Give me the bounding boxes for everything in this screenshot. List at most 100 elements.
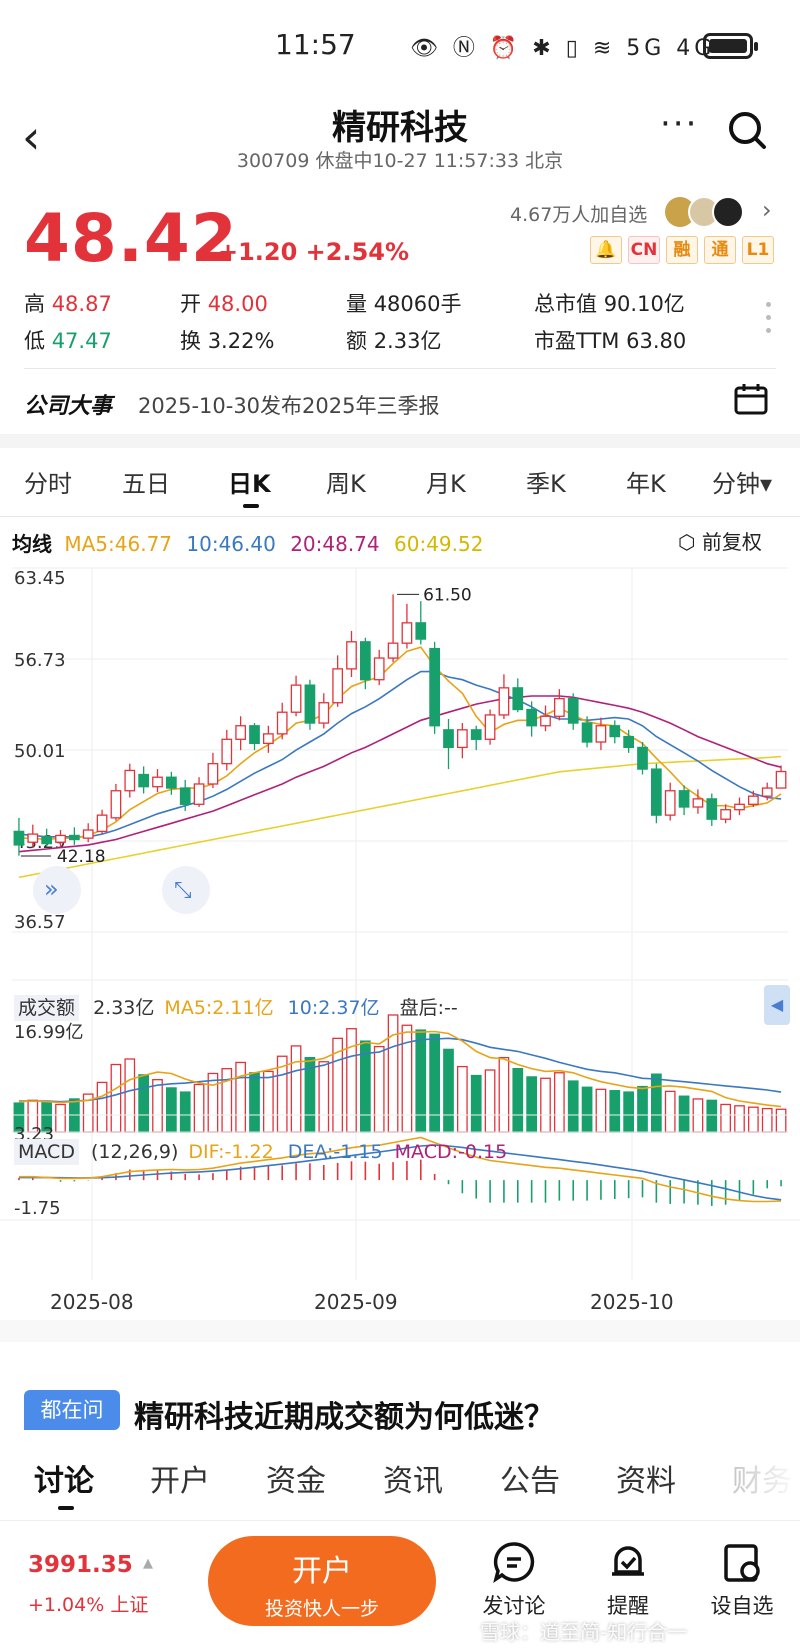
tab-funds[interactable]: 资金 <box>266 1464 326 1499</box>
volume-bar <box>110 1063 122 1133</box>
ask-question[interactable]: 精研科技近期成交额为何低迷？ <box>134 1400 554 1435</box>
candle <box>540 715 551 727</box>
stat-open: 开 48.00 <box>180 292 268 316</box>
post-discussion-button[interactable]: 发讨论 <box>474 1540 554 1620</box>
candle <box>152 776 163 788</box>
tab-news[interactable]: 资讯 <box>383 1464 443 1499</box>
volume-bar <box>138 1074 150 1133</box>
open-account-button[interactable]: 开户 投资快人一步 <box>208 1536 436 1626</box>
ma20-value: 20:48.74 <box>290 532 380 556</box>
volume-bar <box>734 1105 745 1133</box>
tab-five-day[interactable]: 五日 <box>122 470 170 498</box>
volume-ma5-line <box>18 1030 782 1108</box>
candle <box>401 622 413 644</box>
candle <box>41 836 53 845</box>
volume-bar <box>415 1029 427 1133</box>
bell-icon[interactable]: 🔔 <box>590 236 622 264</box>
tab-weekly-k[interactable]: 周K <box>326 470 366 498</box>
collapse-panel-icon[interactable]: ◀ <box>764 985 790 1025</box>
tag-level1: L1 <box>742 236 774 264</box>
stock-tags: 🔔 CN 融 通 L1 <box>590 236 774 264</box>
ma20-line <box>18 695 782 853</box>
index-value[interactable]: 3991.35 <box>28 1552 133 1578</box>
candle <box>637 746 648 770</box>
page-title: 精研科技 <box>332 108 468 148</box>
candle <box>387 642 399 659</box>
tab-minutes[interactable]: 分钟▾ <box>712 470 773 498</box>
tab-daily-k[interactable]: 日K <box>228 470 271 498</box>
watchers-count[interactable]: 4.67万人加自选 <box>510 204 648 226</box>
candle <box>110 790 122 819</box>
stat-low: 低 47.47 <box>24 329 112 353</box>
ask-badge: 都在问 <box>24 1390 120 1430</box>
ma60-value: 60:49.52 <box>394 532 484 556</box>
candle <box>68 834 80 841</box>
reminder-button[interactable]: 提醒 <box>588 1540 668 1620</box>
adjust-toggle[interactable]: ⬡ 前复权 <box>678 530 762 554</box>
chevron-right-icon[interactable]: › <box>762 196 772 224</box>
candle <box>207 763 219 785</box>
tab-intraday[interactable]: 分时 <box>24 470 72 498</box>
current-price: 48.42 <box>24 200 238 277</box>
tab-announcements[interactable]: 公告 <box>500 1464 560 1499</box>
volume-bar <box>207 1072 219 1133</box>
candle <box>13 830 25 846</box>
volume-bar <box>484 1069 496 1133</box>
candle <box>124 769 136 792</box>
scroll-left-button <box>33 866 81 914</box>
volume-bar <box>761 1107 773 1133</box>
macd-bottom-label: -1.75 <box>14 1198 61 1219</box>
ma-legend: 均线 MA5:46.77 10:46.40 20:48.74 60:49.52 <box>12 532 484 556</box>
section-gap <box>0 434 800 448</box>
volume-bar <box>650 1073 662 1133</box>
tab-quarterly-k[interactable]: 季K <box>526 470 566 498</box>
volume-bar <box>664 1090 676 1133</box>
watcher-avatars[interactable] <box>664 196 750 228</box>
candle <box>747 795 759 805</box>
candle <box>55 834 66 843</box>
add-watchlist-button[interactable]: 设自选 <box>702 1540 782 1620</box>
volume-bar <box>553 1072 565 1133</box>
tab-open-account[interactable]: 开户 <box>150 1464 210 1499</box>
stat-volume: 量 48060手 <box>346 292 462 316</box>
volume-bar <box>456 1065 468 1133</box>
candle <box>290 684 302 713</box>
volume-bar <box>540 1077 551 1133</box>
y-tick-label: 36.57 <box>14 912 66 933</box>
volume-bar <box>443 1048 454 1133</box>
event-text[interactable]: 2025-10-30发布2025年三季报 <box>138 394 440 418</box>
more-menu-icon[interactable]: ··· <box>660 104 699 144</box>
candle <box>761 787 773 797</box>
candle <box>664 790 676 816</box>
tab-monthly-k[interactable]: 月K <box>426 470 466 498</box>
index-change[interactable]: +1.04% 上证 <box>28 1594 149 1616</box>
candle <box>332 668 344 704</box>
volume-bar <box>221 1067 233 1133</box>
candle <box>304 684 316 724</box>
active-tab-indicator <box>58 1506 74 1510</box>
candle <box>318 702 330 724</box>
expand-stats-icon[interactable] <box>766 302 772 341</box>
candle <box>470 729 482 740</box>
tab-yearly-k[interactable]: 年K <box>626 470 666 498</box>
candle <box>235 725 247 740</box>
tab-profile[interactable]: 资料 <box>616 1464 676 1499</box>
status-bar: 11:57 👁 Ⓝ ⏰ ✱ ▯ ≋ 5G 4G <box>0 0 800 80</box>
volume-bar <box>249 1072 260 1133</box>
active-tab-indicator <box>243 504 259 508</box>
calendar-icon[interactable] <box>733 382 769 416</box>
volume-bar <box>623 1091 635 1133</box>
volume-bar <box>706 1099 718 1133</box>
divider <box>0 516 800 517</box>
search-icon[interactable] <box>727 110 767 150</box>
tab-discussion[interactable]: 讨论 <box>34 1464 94 1499</box>
candle <box>96 814 108 833</box>
status-time: 11:57 <box>275 28 356 61</box>
candle <box>553 698 565 717</box>
candle <box>498 687 510 716</box>
date-label: 2025-08 <box>50 1290 134 1314</box>
date-label: 2025-10 <box>590 1290 674 1314</box>
back-button[interactable]: ‹ <box>22 110 41 164</box>
ma5-value: MA5:46.77 <box>64 532 173 556</box>
